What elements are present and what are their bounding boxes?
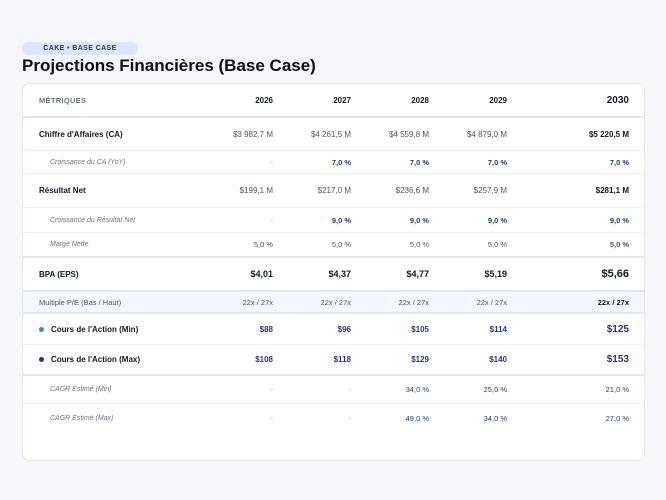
row-net-income: Résultat Net $199,1 M $217,0 M $236,6 M … xyxy=(23,174,644,208)
value-2028: $4 559,8 M xyxy=(388,129,429,139)
value-2030: $5 220,5 M xyxy=(588,129,629,139)
value-2027: - xyxy=(348,413,352,423)
value-2027: $4,37 xyxy=(328,269,351,279)
row-price-max: Cours de l'Action (Max) $108 $118 $129 $… xyxy=(23,345,644,376)
value-2030: 21,0 % xyxy=(605,385,629,394)
value-2029: 9,0 % xyxy=(487,215,507,225)
row-label: Marge Nette xyxy=(50,241,89,248)
series-dot-icon xyxy=(39,357,44,362)
value-2030: 7,0 % xyxy=(609,157,629,167)
value-2026: 22x / 27x xyxy=(242,297,273,307)
value-2028: 34,0 % xyxy=(405,385,429,394)
value-2028: $4,77 xyxy=(406,269,429,279)
value-2030: 22x / 27x xyxy=(597,297,629,307)
row-pe-multiple: Multiple P/E (Bas / Haut) 22x / 27x 22x … xyxy=(23,292,644,314)
value-2030: 9,0 % xyxy=(609,215,629,225)
row-net-income-growth: Croissance du Résultat Net - 9,0 % 9,0 %… xyxy=(23,208,644,233)
value-2029: $257,9 M xyxy=(473,186,507,195)
header-year-2028: 2028 xyxy=(411,95,429,105)
table-header-row: MÉTRIQUES 2026 2027 2028 2029 2030 xyxy=(23,84,644,118)
page-title: Projections Financières (Base Case) xyxy=(22,56,316,75)
row-label: Cours de l'Action (Max) xyxy=(51,355,141,364)
value-2029: $5,19 xyxy=(484,269,507,279)
header-metrics-label: MÉTRIQUES xyxy=(39,95,87,105)
value-2026: - xyxy=(270,215,274,225)
row-label-wrap: Cours de l'Action (Max) xyxy=(39,345,140,374)
value-2026: - xyxy=(270,413,274,423)
value-2030: $125 xyxy=(606,323,629,335)
value-2027: $4 261,5 M xyxy=(310,129,351,139)
row-label-wrap: Cours de l'Action (Min) xyxy=(39,314,138,344)
row-label: Multiple P/E (Bas / Haut) xyxy=(39,297,122,307)
value-2027: $217,0 M xyxy=(317,186,351,195)
value-2030: $281,1 M xyxy=(595,186,629,195)
row-cagr-max: CAGR Estimé (Max) - - 49,0 % 34,0 % 27,0… xyxy=(23,404,644,432)
row-label: Résultat Net xyxy=(39,186,86,195)
value-2028: 49,0 % xyxy=(405,413,429,423)
header-year-2030: 2030 xyxy=(606,94,629,106)
value-2030: $5,66 xyxy=(601,268,629,280)
value-2027: 5,0 % xyxy=(331,240,351,249)
value-2027: - xyxy=(348,385,352,394)
value-2027: $118 xyxy=(333,355,351,364)
value-2026: 5,0 % xyxy=(253,240,273,249)
row-label: Croissance du Résultat Net xyxy=(50,216,136,224)
projections-table: MÉTRIQUES 2026 2027 2028 2029 2030 Chiff… xyxy=(22,83,645,461)
value-2029: 34,0 % xyxy=(483,413,507,423)
row-price-min: Cours de l'Action (Min) $88 $96 $105 $11… xyxy=(23,314,644,345)
row-revenue-growth: Croissance du CA (YoY) - 7,0 % 7,0 % 7,0… xyxy=(23,151,644,174)
row-label: Cours de l'Action (Min) xyxy=(51,324,139,334)
series-dot-icon xyxy=(39,326,44,332)
row-label: CAGR Estimé (Max) xyxy=(50,414,114,422)
row-label: BPA (EPS) xyxy=(39,269,79,279)
value-2026: $4,01 xyxy=(250,269,273,279)
value-2026: $88 xyxy=(259,324,273,334)
row-cagr-min: CAGR Estimé (Min) - - 34,0 % 25,0 % 21,0… xyxy=(23,376,644,404)
value-2028: 9,0 % xyxy=(409,215,429,225)
value-2029: 7,0 % xyxy=(487,157,507,167)
value-2029: 5,0 % xyxy=(487,240,507,249)
value-2028: 7,0 % xyxy=(409,157,429,167)
value-2026: $108 xyxy=(255,355,273,364)
value-2029: $140 xyxy=(489,355,507,364)
scenario-badge: CAKE • BASE CASE xyxy=(22,42,138,55)
value-2027: 9,0 % xyxy=(331,215,351,225)
value-2027: $96 xyxy=(337,324,351,334)
value-2029: 25,0 % xyxy=(483,385,507,394)
row-net-margin: Marge Nette 5,0 % 5,0 % 5,0 % 5,0 % 5,0 … xyxy=(23,233,644,258)
header-year-2029: 2029 xyxy=(489,95,507,105)
value-2026: $199,1 M xyxy=(239,186,273,195)
row-label: CAGR Estimé (Min) xyxy=(50,386,112,393)
value-2028: 5,0 % xyxy=(409,240,429,249)
value-2026: - xyxy=(270,385,274,394)
header-year-2026: 2026 xyxy=(255,95,273,105)
header-year-2027: 2027 xyxy=(333,95,351,105)
value-2026: - xyxy=(270,157,274,167)
value-2028: $236,6 M xyxy=(395,186,429,195)
value-2029: $114 xyxy=(489,324,507,334)
value-2026: $3 982,7 M xyxy=(232,129,273,139)
row-label: Chiffre d'Affaires (CA) xyxy=(39,129,123,139)
value-2028: $105 xyxy=(411,324,429,334)
value-2028: 22x / 27x xyxy=(398,297,429,307)
value-2027: 22x / 27x xyxy=(320,297,351,307)
row-revenue: Chiffre d'Affaires (CA) $3 982,7 M $4 26… xyxy=(23,118,644,151)
row-label: Croissance du CA (YoY) xyxy=(50,158,126,166)
value-2028: $129 xyxy=(411,355,429,364)
value-2030: $153 xyxy=(606,354,629,365)
value-2027: 7,0 % xyxy=(331,157,351,167)
value-2029: 22x / 27x xyxy=(476,297,507,307)
row-eps: BPA (EPS) $4,01 $4,37 $4,77 $5,19 $5,66 xyxy=(23,258,644,292)
value-2030: 5,0 % xyxy=(609,240,629,249)
value-2029: $4 879,0 M xyxy=(466,129,507,139)
value-2030: 27,0 % xyxy=(605,413,629,423)
